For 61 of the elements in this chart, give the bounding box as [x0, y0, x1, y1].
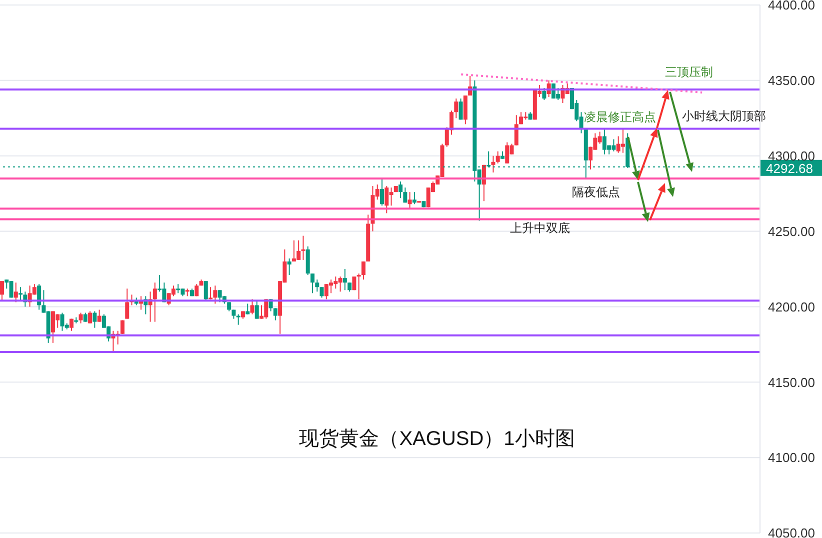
- candlestick: [491, 155, 496, 173]
- annotation: 小时线大阴顶部: [682, 109, 766, 123]
- candlestick: [204, 280, 208, 302]
- candlestick: [361, 260, 366, 280]
- candlestick: [315, 279, 320, 292]
- y-tick-label: 4300.00: [768, 148, 815, 164]
- candlestick: [70, 318, 74, 332]
- candlestick: [342, 268, 347, 291]
- y-tick-label: 4350.00: [768, 73, 815, 88]
- candlestick: [208, 286, 213, 300]
- candlestick: [620, 128, 625, 154]
- text: 现货黄金（XAGUSD）1小时图: [299, 428, 575, 450]
- candlestick: [246, 303, 250, 315]
- candlestick: [0, 280, 4, 302]
- candlestick: [125, 288, 130, 320]
- candlestick: [310, 273, 314, 294]
- candlestick: [194, 284, 199, 297]
- candlestick: [454, 98, 458, 119]
- candlestick: [519, 112, 524, 125]
- candlestick: [352, 276, 356, 291]
- candlestick: [320, 286, 324, 298]
- y-tick-label: 4150.00: [768, 374, 815, 390]
- y-tick-label: 4250.00: [768, 224, 815, 239]
- candlestick: [496, 150, 500, 164]
- annotation: 凌晨修正高点: [584, 110, 656, 124]
- candlestick: [250, 298, 254, 315]
- candlestick: [236, 314, 240, 326]
- candlestick: [356, 273, 361, 300]
- candlestick: [287, 258, 292, 276]
- candlestick: [14, 282, 18, 303]
- candlestick: [92, 310, 97, 328]
- candlestick: [348, 282, 352, 292]
- candlestick: [458, 98, 463, 120]
- candlestick: [18, 286, 23, 302]
- candlestick: [83, 312, 88, 322]
- candlestick: [213, 285, 218, 304]
- y-tick-label: 4050.00: [768, 526, 815, 538]
- y-tick-label: 4400.00: [768, 0, 815, 13]
- ref-line-label: 4292.68: [766, 160, 813, 176]
- candlestick: [301, 235, 306, 260]
- candlestick: [152, 282, 157, 322]
- candlestick: [78, 312, 83, 324]
- candlestick: [97, 309, 102, 322]
- candlestick: [542, 87, 546, 101]
- candlestick: [227, 302, 232, 312]
- candlestick: [398, 181, 403, 199]
- candlestick: [412, 192, 416, 205]
- candlestick: [403, 187, 408, 204]
- annotation: 隔夜低点: [572, 185, 620, 199]
- candlestick: [273, 308, 278, 321]
- candlestick: [380, 178, 384, 206]
- candlestick: [176, 284, 180, 294]
- candlestick: [88, 310, 92, 324]
- candlestick: [254, 300, 259, 320]
- candlestick: [232, 309, 236, 320]
- annotation: 上升中双底: [510, 221, 570, 235]
- y-tick-label: 4200.00: [768, 299, 815, 314]
- y-tick-label: 4100.00: [768, 450, 815, 466]
- candlestick: [408, 192, 412, 210]
- annotation: 三顶压制: [665, 65, 713, 79]
- candlestick: [514, 114, 518, 146]
